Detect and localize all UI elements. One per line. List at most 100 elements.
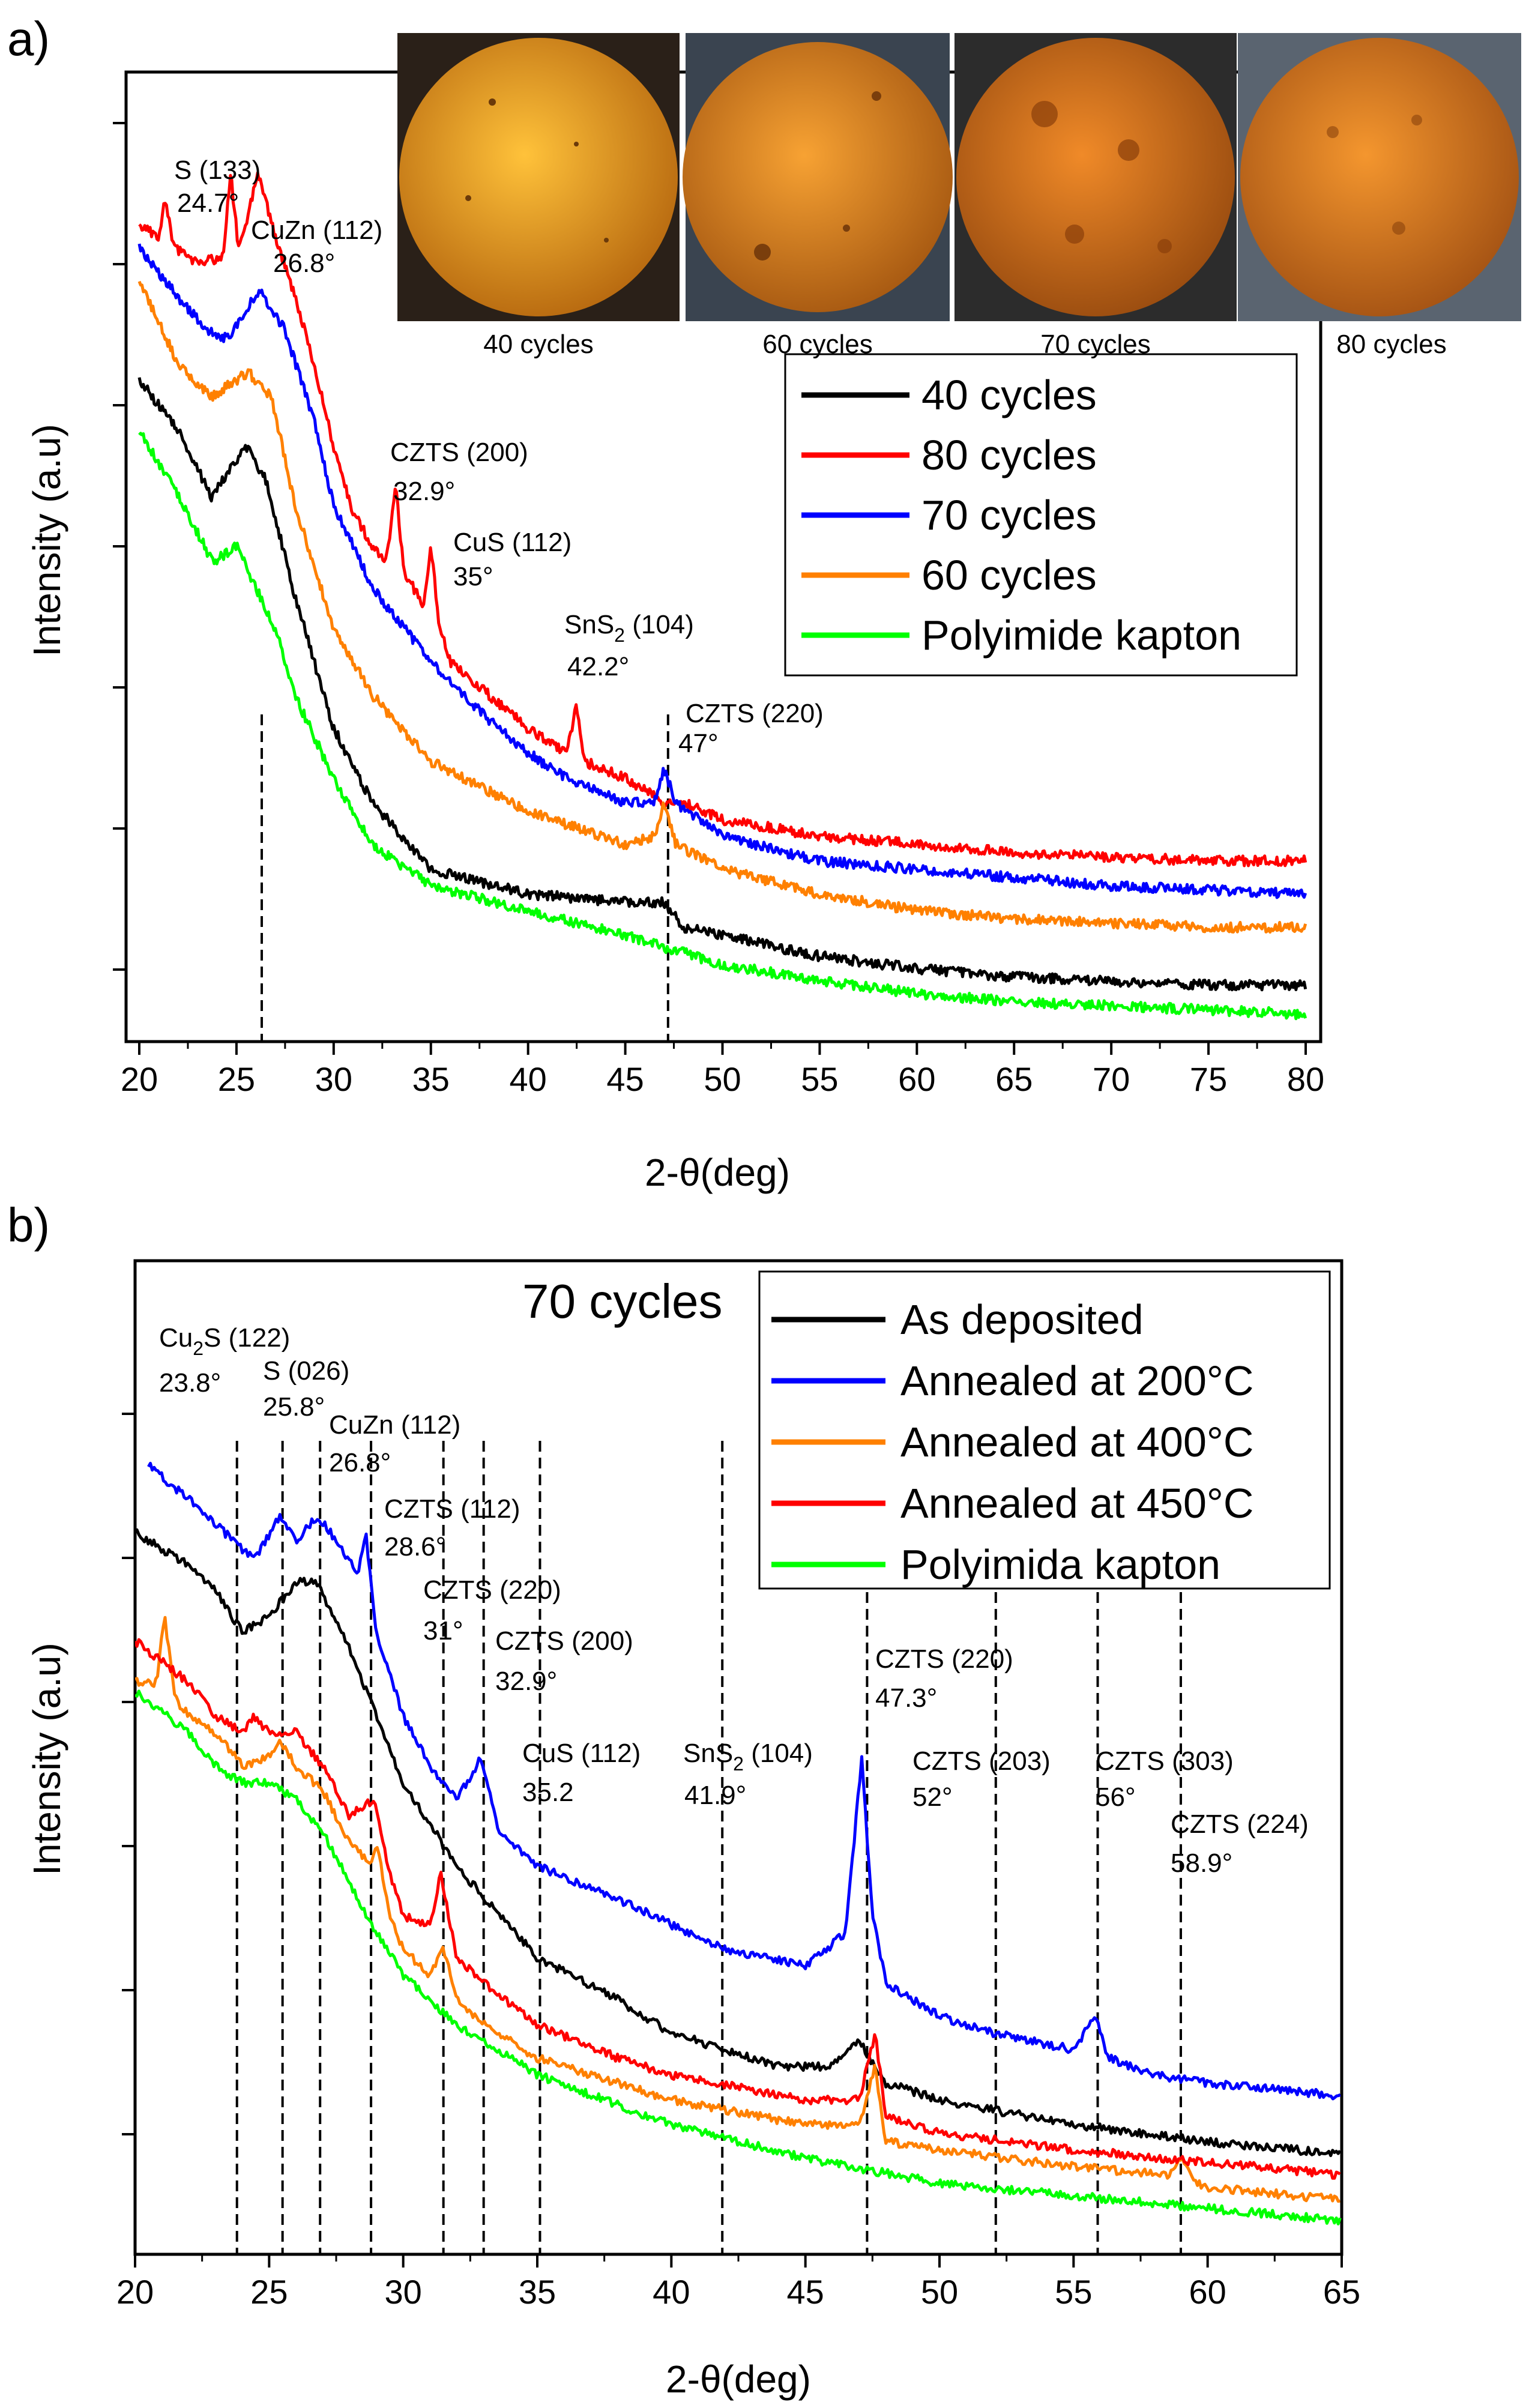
x-tick-label: 20 <box>121 1060 158 1098</box>
panel-b-legend: As deposited Annealed at 200°C Annealed … <box>758 1270 1331 1590</box>
panel-b-x-ticks: 20 25 30 35 40 45 50 55 60 65 <box>116 2254 1360 2311</box>
annotation-value: 35.2 <box>522 1778 574 1807</box>
micrograph-caption: 40 cycles <box>483 330 593 359</box>
x-tick-label: 25 <box>218 1060 255 1098</box>
panel-a-series <box>137 171 1307 1021</box>
x-tick-label: 35 <box>412 1060 450 1098</box>
micrograph-speck <box>1392 222 1405 235</box>
annotation-label: CZTS (220) <box>423 1575 561 1605</box>
series-line-annealed-at-200-c <box>147 1461 1341 2101</box>
micrograph-40-cycles: 40 cycles <box>397 33 680 359</box>
x-tick-label: 40 <box>653 2273 690 2311</box>
x-tick-label: 65 <box>1323 2273 1360 2311</box>
series-line-annealed-at-400-c <box>135 1616 1340 2203</box>
annotation-value: 26.8° <box>329 1448 391 1477</box>
series-line-polyimida-kapton <box>135 1689 1342 2225</box>
legend-label: Annealed at 450°C <box>900 1480 1253 1527</box>
x-tick-label: 30 <box>315 1060 352 1098</box>
micrograph-70-cycles: 70 cycles <box>954 33 1237 359</box>
x-tick-label: 60 <box>1189 2273 1226 2311</box>
legend-label: 40 cycles <box>921 372 1097 418</box>
legend-label: 60 cycles <box>921 552 1097 599</box>
micrograph-speck <box>754 244 771 261</box>
x-tick-label: 55 <box>801 1060 838 1098</box>
x-tick-label: 25 <box>250 2273 288 2311</box>
annotation-label: CuZn (112) <box>329 1410 460 1440</box>
micrograph-80-cycles: 80 cycles <box>1238 33 1521 359</box>
annotation-value: 52° <box>912 1782 953 1812</box>
annotation-label: CuS (112) <box>453 528 571 557</box>
micrograph-speck <box>574 142 579 146</box>
series-line-40-cycles <box>137 377 1307 992</box>
annotation-label: CuZn (112) <box>251 216 382 245</box>
annotation-label: CZTS (224) <box>1171 1809 1309 1839</box>
annotation-label: Cu2S (122) <box>159 1323 290 1359</box>
x-tick-label: 35 <box>519 2273 556 2311</box>
annotation-value: 58.9° <box>1171 1848 1232 1878</box>
panel-b-plot: 20 25 30 35 40 45 50 55 60 65 2-θ(deg) Intensity … <box>25 1259 1360 2401</box>
annotation-value: 47.3° <box>875 1683 937 1713</box>
panel-a-y-ticks <box>113 122 126 971</box>
micrograph-insets: 40 cycles 60 cycles 70 cycles 80 cycles <box>397 33 1521 359</box>
x-tick-label: 30 <box>385 2273 422 2311</box>
panel-b-y-axis-label: Intensity (a.u) <box>25 1643 68 1875</box>
micrograph-speck <box>872 91 881 101</box>
micrograph-speck <box>604 238 609 243</box>
micrograph-caption: 70 cycles <box>1040 330 1150 359</box>
micrograph-disc <box>956 38 1235 316</box>
series-line-as-deposited <box>135 1528 1342 2158</box>
panel-b-x-axis-label: 2-θ(deg) <box>666 2358 811 2401</box>
micrograph-speck <box>1411 115 1422 125</box>
legend-label: Annealed at 400°C <box>900 1419 1253 1465</box>
panel-b-series <box>135 1461 1342 2225</box>
legend-label: Annealed at 200°C <box>900 1357 1253 1404</box>
legend-box <box>758 1270 1331 1590</box>
x-tick-label: 80 <box>1287 1060 1324 1098</box>
annotation-label: CZTS (203) <box>912 1746 1051 1776</box>
annotation-value: 35° <box>453 562 493 591</box>
x-tick-label: 20 <box>116 2273 154 2311</box>
panel-a-x-axis-label: 2-θ(deg) <box>645 1151 790 1194</box>
annotation-value: 32.9° <box>495 1667 557 1696</box>
panel-a-y-axis-label: Intensity (a.u) <box>25 424 68 657</box>
annotation-value: 23.8° <box>159 1368 221 1398</box>
panel-a-reference-lines <box>261 714 669 1042</box>
annotation-value: 56° <box>1096 1782 1136 1812</box>
x-tick-label: 50 <box>704 1060 741 1098</box>
micrograph-speck <box>489 98 496 106</box>
series-line-60-cycles <box>137 280 1307 934</box>
legend-label: Polyimide kapton <box>921 612 1241 659</box>
annotation-value: 47° <box>678 729 719 758</box>
annotation-label: S (133) <box>174 155 261 185</box>
annotation-label: CZTS (220) <box>686 699 824 728</box>
x-tick-label: 45 <box>606 1060 644 1098</box>
legend-label: As deposited <box>900 1296 1144 1343</box>
annotation-label: CuS (112) <box>522 1739 641 1768</box>
micrograph-disc <box>1240 38 1519 316</box>
panel-a-plot: 20 25 30 35 40 45 50 55 60 65 70 75 80 2-θ(deg) Inte… <box>25 70 1324 1194</box>
micrograph-disc <box>399 38 678 316</box>
panel-b-sample-label: 70 cycles <box>522 1275 722 1328</box>
series-line-annealed-at-450-c <box>135 1638 1341 2180</box>
panel-b-annotations: Cu2S (122) 23.8° S (026) 25.8° CuZn (112… <box>159 1323 1309 1878</box>
micrograph-speck <box>1157 239 1172 253</box>
panel-a-legend: 40 cycles 80 cycles 70 cycles 60 cycles … <box>784 353 1298 677</box>
panel-b-y-ticks <box>122 1413 135 2135</box>
annotation-label: CZTS (200) <box>495 1626 633 1656</box>
annotation-label: CZTS (220) <box>875 1644 1013 1674</box>
x-tick-label: 40 <box>510 1060 547 1098</box>
x-tick-label: 45 <box>787 2273 824 2311</box>
panel-b-tag: b) <box>7 1198 50 1252</box>
annotation-value: 42.2° <box>567 652 629 681</box>
annotation-value: 32.9° <box>393 477 455 506</box>
series-line-70-cycles <box>137 243 1307 899</box>
annotation-label: CZTS (200) <box>390 438 528 467</box>
micrograph-caption: 60 cycles <box>762 330 872 359</box>
legend-label: 80 cycles <box>921 432 1097 478</box>
micrograph-60-cycles: 60 cycles <box>683 33 953 359</box>
micrograph-disc <box>683 42 953 312</box>
x-tick-label: 70 <box>1093 1060 1130 1098</box>
x-tick-label: 50 <box>921 2273 958 2311</box>
legend-label: 70 cycles <box>921 492 1097 539</box>
